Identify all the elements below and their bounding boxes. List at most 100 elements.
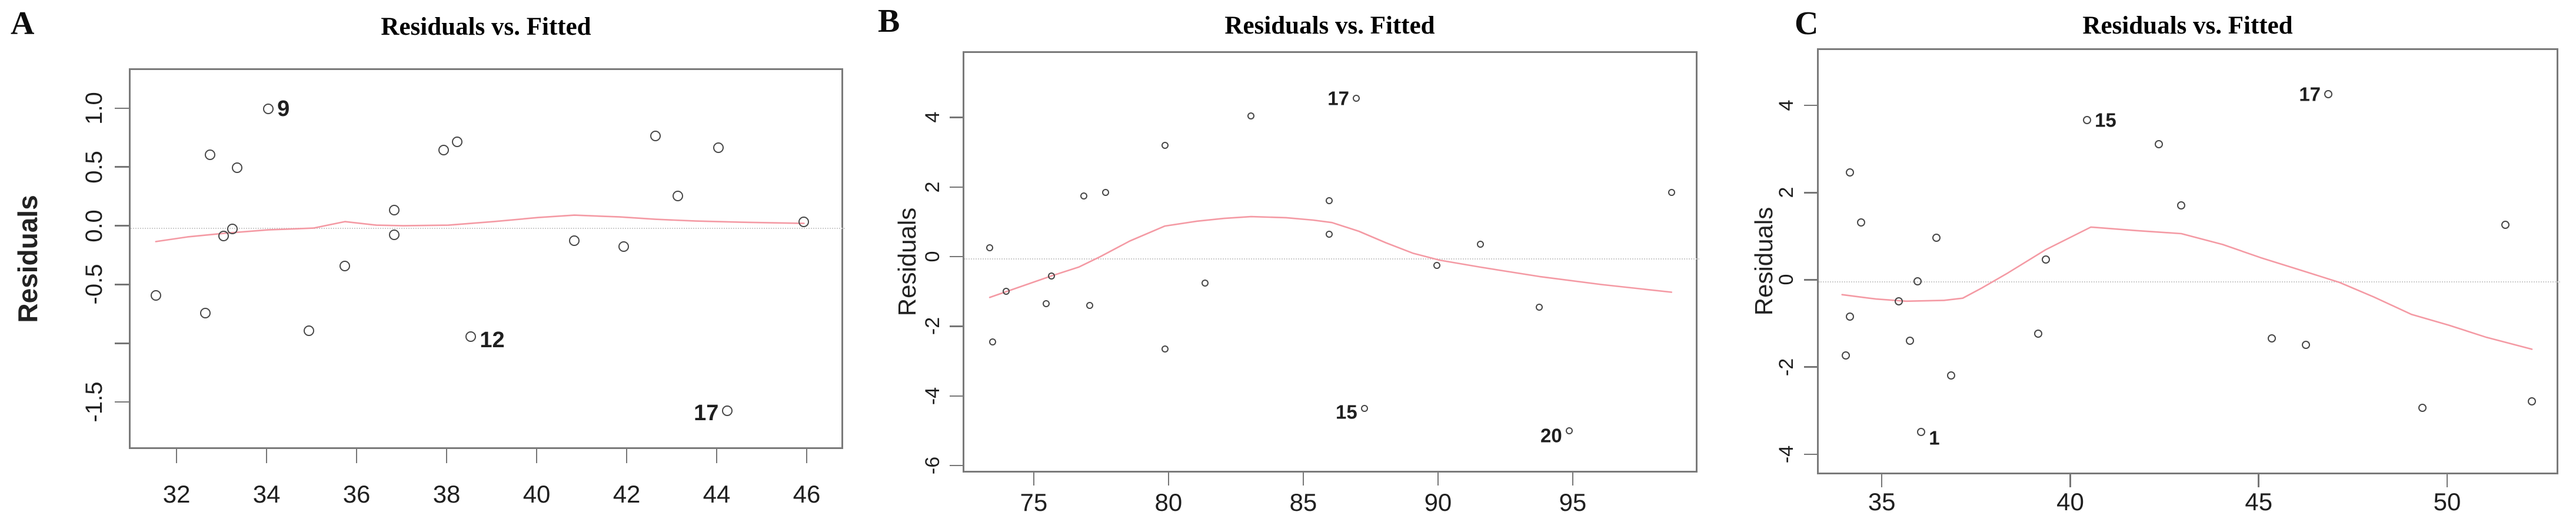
data-point — [199, 308, 211, 319]
data-point — [673, 190, 684, 201]
data-point — [1476, 241, 1484, 248]
y-axis-tick — [115, 401, 129, 403]
x-axis-tick-label: 46 — [793, 480, 821, 508]
x-axis-tick — [2258, 474, 2259, 487]
x-axis-tick — [445, 449, 448, 463]
panel-letter-b: B — [878, 3, 900, 39]
data-point — [2033, 330, 2042, 338]
data-point — [2083, 116, 2092, 125]
data-point — [1043, 300, 1050, 308]
point-label: 15 — [1335, 401, 1357, 423]
x-axis-tick-label: 80 — [1154, 488, 1183, 516]
x-axis-tick-label: 34 — [252, 480, 281, 508]
chart-title-a: Residuals vs. Fitted — [381, 13, 591, 41]
x-axis-tick-label: 32 — [162, 480, 191, 508]
data-point — [2267, 334, 2276, 343]
y-axis-tick-label: 1.0 — [81, 92, 107, 125]
data-point — [1101, 188, 1109, 196]
lowess-curve — [1841, 226, 2533, 350]
plot-area-b: 17 15 20 — [963, 51, 1699, 473]
panel-letter-c: C — [1795, 5, 1819, 42]
data-point — [1845, 312, 1854, 321]
data-point — [2041, 255, 2050, 264]
data-point — [1894, 297, 1903, 305]
data-point — [1352, 94, 1360, 102]
y-axis-tick-label: -2 — [921, 317, 944, 335]
x-axis-tick — [355, 449, 358, 463]
data-point — [650, 130, 661, 141]
x-axis-tick-label: 45 — [2245, 488, 2273, 516]
point-label: 15 — [2095, 109, 2116, 131]
point-label: 17 — [2299, 83, 2321, 105]
y-axis-tick — [950, 255, 963, 258]
y-axis-tick-label: 4 — [921, 111, 944, 123]
y-axis-tick — [950, 464, 963, 467]
zero-reference-line — [131, 227, 845, 229]
data-point — [2501, 221, 2510, 230]
x-axis-tick-label: 40 — [522, 480, 551, 508]
plot-area-c: 1 15 17 — [1817, 48, 2560, 474]
x-axis-tick — [1572, 473, 1574, 486]
x-axis-tick — [1302, 473, 1304, 486]
y-axis-tick-label: 2 — [921, 181, 944, 193]
point-label: 20 — [1540, 424, 1562, 447]
lowess-curve — [155, 214, 805, 242]
x-axis-tick — [1881, 474, 1883, 487]
panel-letter-a: A — [11, 5, 35, 42]
x-axis-tick-label: 85 — [1289, 488, 1317, 516]
point-label: 9 — [277, 96, 290, 121]
chart-title-b: Residuals vs. Fitted — [1224, 12, 1435, 39]
data-point — [1565, 427, 1573, 435]
data-point — [798, 216, 810, 227]
data-point — [1161, 345, 1169, 353]
x-axis-tick — [715, 449, 718, 463]
data-point — [2301, 340, 2310, 349]
data-point — [1326, 230, 1333, 238]
x-axis-tick-label: 90 — [1424, 488, 1452, 516]
point-label: 1 — [1929, 427, 1940, 449]
zero-reference-line — [1819, 281, 2560, 283]
data-point — [452, 136, 463, 147]
panel-c: C Residuals vs. Fitted Residuals 1 15 17 3… — [1742, 0, 2576, 522]
x-axis-tick — [535, 449, 538, 463]
data-point — [1917, 428, 1926, 437]
y-axis-tick — [1804, 192, 1817, 194]
y-axis-tick-label: 0 — [1775, 274, 1798, 285]
x-axis-tick — [265, 449, 268, 463]
y-axis-tick-label: 4 — [1775, 99, 1798, 111]
zero-reference-line — [964, 258, 1699, 260]
y-axis-tick-label: -4 — [1775, 445, 1798, 464]
x-axis-tick — [625, 449, 628, 463]
x-axis-tick-label: 42 — [613, 480, 641, 508]
x-axis-tick — [1437, 473, 1439, 486]
x-axis-tick — [2069, 474, 2071, 487]
data-point — [1002, 288, 1010, 295]
x-axis-tick-label: 38 — [432, 480, 461, 508]
data-point — [1536, 303, 1543, 311]
data-point — [1668, 188, 1675, 196]
data-point — [231, 162, 242, 173]
data-point — [227, 223, 238, 234]
y-axis-label-b: Residuals — [893, 207, 921, 317]
y-axis-tick — [950, 117, 963, 118]
y-axis-tick-label: -0.5 — [81, 264, 107, 305]
data-point — [2527, 397, 2536, 406]
y-axis-tick-label: -4 — [921, 387, 944, 405]
y-axis-tick-label: 2 — [1775, 187, 1798, 198]
data-point — [713, 142, 724, 153]
y-axis-tick — [1804, 453, 1817, 455]
panel-b: B Residuals vs. Fitted Residuals 17 15 20 … — [871, 0, 1742, 522]
lowess-curve — [989, 215, 1673, 298]
y-axis-tick-label: 0.5 — [81, 150, 107, 184]
x-axis-tick — [2446, 474, 2448, 487]
data-point — [218, 230, 229, 241]
data-point — [989, 338, 996, 346]
data-point — [1842, 351, 1851, 360]
x-axis-tick-label: 35 — [1868, 488, 1896, 516]
data-point — [1360, 404, 1368, 412]
data-point — [1326, 197, 1333, 205]
data-point — [263, 103, 274, 114]
data-point — [1913, 277, 1922, 286]
y-axis-tick — [115, 166, 129, 168]
